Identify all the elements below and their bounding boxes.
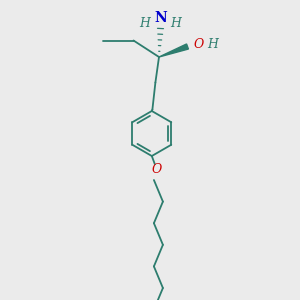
Text: H: H <box>140 16 150 30</box>
Text: O: O <box>151 163 161 176</box>
Polygon shape <box>159 44 188 57</box>
Text: O: O <box>194 38 204 52</box>
Text: H: H <box>208 38 218 52</box>
Text: N: N <box>154 11 167 25</box>
Text: H: H <box>171 16 182 30</box>
